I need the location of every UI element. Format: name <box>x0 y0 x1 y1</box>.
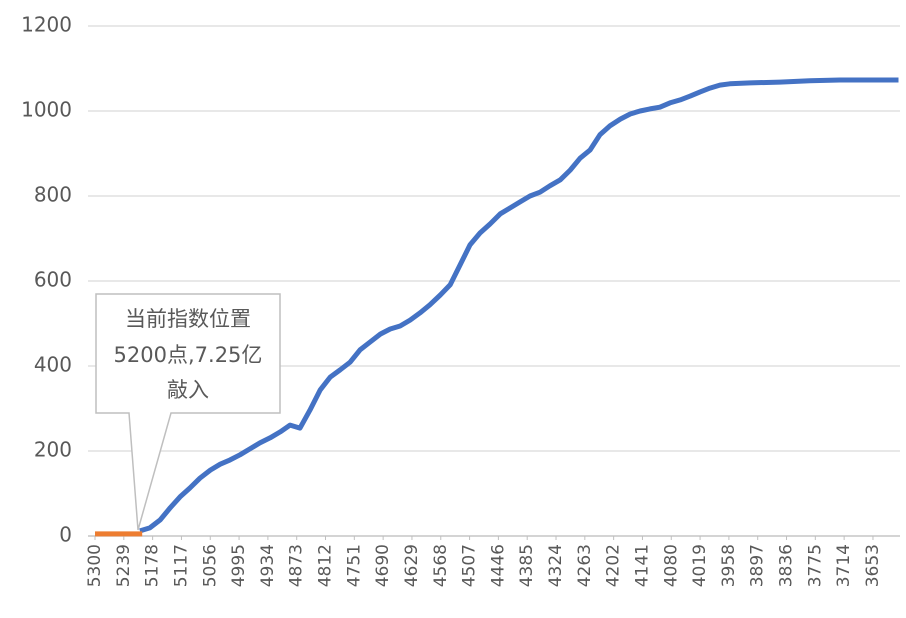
x-tick-label: 4568 <box>431 544 451 587</box>
x-tick-label: 4690 <box>373 544 393 587</box>
x-tick-label: 3775 <box>805 544 825 587</box>
plot-area <box>95 77 899 537</box>
x-tick-label: 3714 <box>834 544 854 587</box>
x-tick-label: 4446 <box>488 544 508 587</box>
x-tick-label: 4995 <box>229 544 249 587</box>
y-tick-label: 800 <box>34 183 72 207</box>
x-tick-label: 4629 <box>402 544 422 587</box>
y-tick-label: 200 <box>34 438 72 462</box>
y-tick-label: 1000 <box>21 98 72 122</box>
grid <box>88 25 900 540</box>
callout-text: 敲入 <box>167 378 209 402</box>
x-tick-label: 3653 <box>863 544 883 587</box>
x-tick-label: 4507 <box>460 544 480 587</box>
y-tick-label: 600 <box>34 268 72 292</box>
x-tick-label: 4751 <box>344 544 364 587</box>
x-tick-label: 5300 <box>85 544 105 587</box>
x-tick-label: 3836 <box>777 544 797 587</box>
x-tick-label: 5178 <box>143 544 163 587</box>
callout-text: 5200点,7.25亿 <box>114 343 263 367</box>
y-tick-label: 400 <box>34 353 72 377</box>
callout-box <box>95 293 281 531</box>
x-tick-label: 4141 <box>632 544 652 587</box>
x-tick-label: 4385 <box>517 544 537 587</box>
x-tick-label: 4263 <box>575 544 595 587</box>
x-tick-label: 4019 <box>690 544 710 587</box>
line-series <box>139 77 899 534</box>
callout-text: 当前指数位置 <box>125 307 251 331</box>
y-tick-label: 0 <box>59 523 72 547</box>
x-tick-label: 5239 <box>114 544 134 587</box>
x-tick-label: 3958 <box>719 544 739 587</box>
x-tick-label: 5117 <box>171 544 191 587</box>
x-tick-label: 4873 <box>287 544 307 587</box>
x-tick-label: 4202 <box>604 544 624 587</box>
callout: 当前指数位置 5200点,7.25亿 敲入 <box>95 293 281 531</box>
x-tick-label: 4934 <box>258 544 278 587</box>
x-tick-label: 4080 <box>661 544 681 587</box>
x-tick-label: 5056 <box>200 544 220 587</box>
x-tick-label: 4812 <box>316 544 336 587</box>
x-tick-label: 3897 <box>748 544 768 587</box>
x-tick-label: 4324 <box>546 544 566 587</box>
y-tick-label: 1200 <box>21 13 72 37</box>
